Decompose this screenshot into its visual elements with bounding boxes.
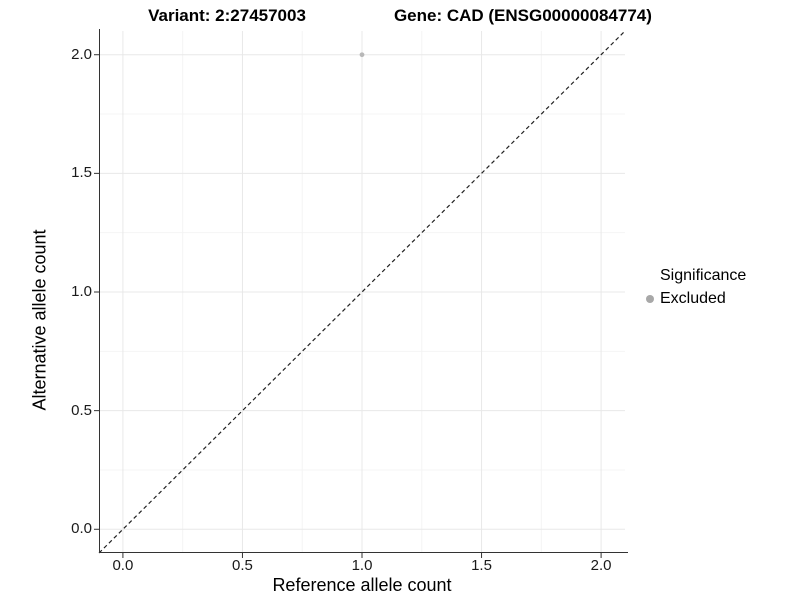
title-variant: Variant: 2:27457003 xyxy=(148,6,306,25)
legend-item-label: Excluded xyxy=(660,290,726,307)
chart-title: Variant: 2:27457003 Gene: CAD (ENSG000000… xyxy=(0,6,800,26)
y-tick-label: 0.0 xyxy=(71,520,92,538)
y-tick-label: 0.5 xyxy=(71,401,92,419)
x-tick-label: 0.0 xyxy=(112,557,134,574)
y-tick-label: 1.5 xyxy=(71,164,92,182)
legend-title: Significance xyxy=(660,267,747,284)
title-gene: Gene: CAD (ENSG00000084774) xyxy=(393,6,652,25)
plot-panel xyxy=(94,29,628,558)
data-point-excluded xyxy=(359,52,365,58)
y-tick-label: 1.0 xyxy=(71,283,92,300)
x-axis-title: Reference allele count xyxy=(272,575,452,595)
y-axis-title: Alternative allele count xyxy=(29,229,50,411)
x-tick-label: 1.0 xyxy=(351,557,373,574)
legend-item-excluded: Excluded xyxy=(646,290,746,308)
x-tick-label: 2.0 xyxy=(590,557,612,574)
identity-reference-line xyxy=(98,30,626,554)
x-tick-label: 1.5 xyxy=(471,557,492,574)
legend-point-icon xyxy=(646,295,654,303)
legend: Significance Excluded xyxy=(646,267,746,308)
x-tick-label: 0.5 xyxy=(232,557,253,574)
y-tick-label: 2.0 xyxy=(71,45,92,63)
